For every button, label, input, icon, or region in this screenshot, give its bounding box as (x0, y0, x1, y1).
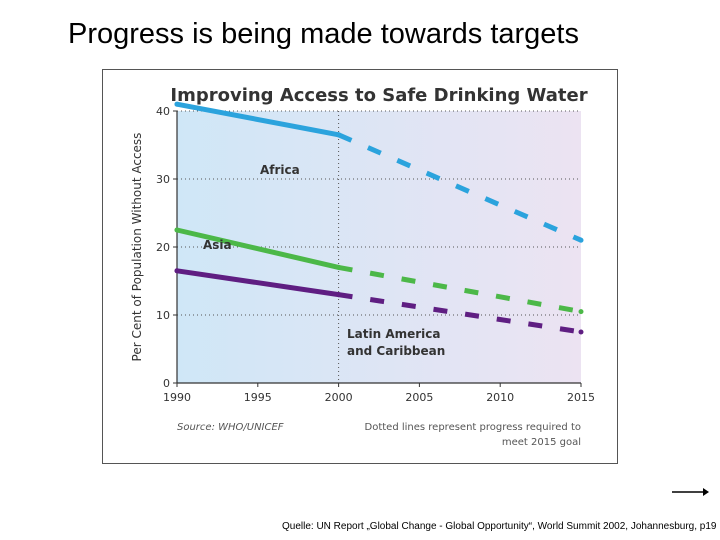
series-label-latin-america-line2: and Caribbean (347, 344, 445, 358)
series-line-actual-africa (174, 101, 342, 138)
water-access-chart: Improving Access to Safe Drinking Water 0… (130, 85, 595, 448)
next-slide-arrow-icon[interactable] (670, 482, 710, 502)
y-tick-label-10: 10 (156, 309, 170, 322)
y-tick-label-20: 20 (156, 241, 170, 254)
source-caption: Quelle: UN Report „Global Change - Globa… (282, 521, 717, 532)
series-line-projected-asia (338, 264, 582, 315)
slide-title: Progress is being made towards targets (68, 18, 579, 50)
chart-source: Source: WHO/UNICEF (177, 422, 284, 433)
x-tick-label-1990: 1990 (163, 391, 191, 404)
series-line-projected-latin_america (338, 292, 582, 335)
series-label-africa: Africa (260, 163, 300, 177)
chart-title: Improving Access to Safe Drinking Water (170, 85, 587, 106)
series-point-2015-latin_america (578, 329, 584, 335)
y-tick-label-40: 40 (156, 105, 170, 118)
y-tick-label-30: 30 (156, 173, 170, 186)
series-point-2000-africa (336, 132, 342, 138)
x-tick-label-2005: 2005 (405, 391, 433, 404)
series-point-2000-asia (336, 264, 342, 270)
series-point-2015-asia (578, 309, 584, 315)
series-point-1990-africa (174, 101, 180, 107)
series-label-asia: Asia (203, 238, 232, 252)
series-point-1990-latin_america (174, 268, 180, 274)
y-axis-label: Per Cent of Population Without Access (130, 133, 144, 362)
series-point-2000-latin_america (336, 292, 342, 298)
x-tick-label-2015: 2015 (567, 391, 595, 404)
series-label-latin-america-line1: Latin America (347, 327, 441, 341)
chart-figure: Improving Access to Safe Drinking Water 0… (102, 69, 618, 464)
series-point-1990-asia (174, 227, 180, 233)
x-tick-label-1995: 1995 (244, 391, 272, 404)
x-tick-label-2000: 2000 (325, 391, 353, 404)
series-line-actual-asia (174, 227, 342, 270)
series-line-projected-africa (337, 132, 582, 243)
series-line-actual-latin_america (174, 268, 342, 298)
chart-note-line2: meet 2015 goal (502, 437, 581, 448)
y-tick-label-0: 0 (163, 377, 170, 390)
chart-note-line1: Dotted lines represent progress required… (365, 422, 581, 433)
series-point-2015-africa (578, 237, 584, 243)
x-tick-label-2010: 2010 (486, 391, 514, 404)
